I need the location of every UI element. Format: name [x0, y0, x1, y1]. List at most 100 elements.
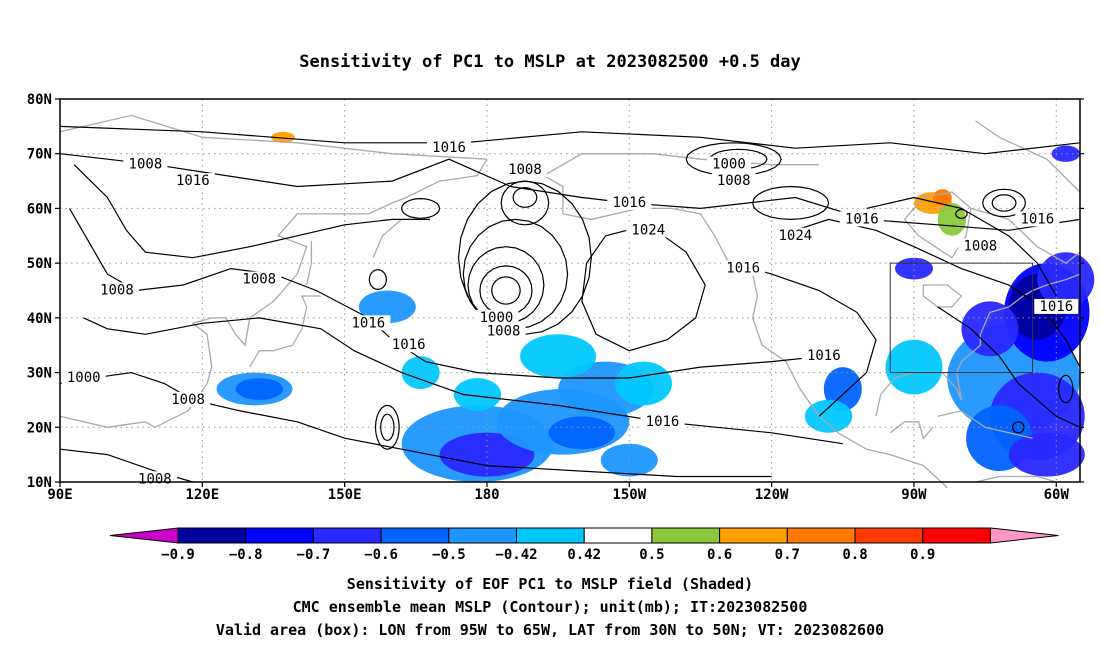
contour-label: 1016	[386, 337, 431, 353]
colorbar-swatch	[786, 527, 856, 544]
coastline	[306, 241, 313, 286]
svg-text:1016: 1016	[176, 173, 210, 189]
coastline	[543, 175, 948, 488]
sensitivity-patch	[932, 189, 952, 206]
coastline	[922, 284, 963, 308]
sensitivity-patch	[961, 301, 1019, 357]
validation-box	[889, 262, 1034, 374]
coastline	[889, 421, 934, 440]
colorbar-swatch	[448, 527, 517, 544]
contour-label: 1008	[481, 323, 526, 340]
isobar-closed	[991, 194, 1017, 212]
isobar	[866, 196, 1057, 297]
svg-text:1008: 1008	[487, 324, 521, 340]
isobar	[73, 164, 430, 259]
svg-text:1016: 1016	[807, 348, 841, 364]
isobar-closed	[982, 188, 1027, 218]
svg-text:1016: 1016	[845, 211, 879, 227]
colorbar-label: 0.6	[707, 547, 732, 563]
colorbar-swatch	[922, 527, 991, 544]
lon-label: 150W	[612, 487, 646, 503]
coastline	[249, 295, 321, 368]
grid-lines	[60, 99, 1080, 482]
contour-label: 1008	[94, 282, 139, 299]
caption-line-1: Sensitivity of EOF PC1 to MSLP field (Sh…	[347, 575, 753, 593]
isobar	[59, 153, 1081, 231]
isobar-closed	[462, 218, 569, 330]
coastline	[372, 218, 403, 258]
contour-label: 1008	[132, 471, 177, 487]
contour-label: 1016	[839, 211, 884, 227]
lat-label: 10N	[27, 475, 52, 491]
lat-axis: 80N 70N 60N 50N 40N 30N 20N 10N	[27, 92, 1084, 491]
svg-text:1008: 1008	[138, 471, 172, 487]
sensitivity-patch	[937, 203, 967, 236]
contour-label: 1024	[773, 227, 818, 244]
svg-text:1016: 1016	[726, 261, 760, 277]
isobar	[733, 262, 877, 417]
lat-label: 20N	[27, 420, 52, 436]
coastline	[875, 273, 1081, 417]
svg-text:1016: 1016	[1039, 299, 1073, 315]
lon-label: 60W	[1044, 487, 1070, 503]
svg-text:1024: 1024	[778, 228, 812, 244]
lat-label: 80N	[27, 92, 52, 108]
sensitivity-patch	[548, 416, 616, 450]
contour-label: 1016	[1034, 298, 1079, 315]
colorbar-swatch	[719, 527, 788, 544]
isobar	[581, 224, 706, 352]
colorbar-swatch	[245, 527, 314, 544]
contour-label: 1016	[427, 140, 472, 156]
sensitivity-patch	[1051, 145, 1081, 162]
isobar-closed	[457, 180, 592, 335]
colorbar-label: −0.6	[364, 547, 398, 563]
lat-label: 50N	[27, 256, 52, 272]
map-frame	[59, 98, 1081, 483]
svg-text:1008: 1008	[964, 239, 998, 255]
colorbar-label: −0.42	[495, 547, 537, 563]
lat-label: 30N	[27, 366, 52, 382]
sensitivity-patch	[804, 399, 853, 433]
svg-text:1016: 1016	[612, 195, 646, 211]
svg-text:1016: 1016	[1020, 211, 1054, 227]
colorbar-swatch	[854, 527, 924, 544]
isobar-closed	[512, 186, 538, 208]
isobar-closed	[955, 208, 968, 219]
colorbar-swatch	[583, 527, 653, 544]
contour-label: 1016	[607, 194, 652, 211]
svg-text:1008: 1008	[717, 173, 751, 189]
colorbar-swatch	[312, 527, 382, 544]
lon-label: 120W	[755, 487, 789, 503]
contour-label: 1016	[721, 260, 766, 277]
sensitivity-patch	[615, 361, 672, 406]
isobar-closed	[368, 269, 388, 291]
coastline	[975, 475, 1057, 483]
lat-label: 60N	[27, 201, 52, 217]
isobar	[937, 306, 1081, 428]
sensitivity-patch	[600, 443, 658, 477]
colorbar-label: −0.8	[229, 547, 263, 563]
isobar-closed	[500, 180, 550, 226]
lon-label: 180	[474, 487, 499, 503]
isobar-closed	[1058, 374, 1074, 404]
contour-label: 1008	[711, 173, 756, 189]
colorbar-swatch	[177, 527, 247, 544]
isobar-closed	[380, 413, 395, 442]
colorbar-swatch	[516, 527, 585, 544]
colorbar-label: 0.9	[910, 547, 935, 563]
isobar	[59, 125, 1081, 155]
sensitivity-patch	[271, 131, 295, 143]
colorbar-label: 0.5	[639, 547, 664, 563]
sensitivity-patch	[1008, 432, 1085, 477]
svg-text:1000: 1000	[712, 157, 746, 173]
colorbar-label: −0.9	[161, 547, 195, 563]
sensitivity-patch	[885, 339, 943, 395]
colorbar-extend-max	[989, 527, 1059, 544]
coastline	[975, 120, 1081, 193]
contour-label: 1008	[237, 271, 282, 288]
contour-label: 1024	[626, 222, 671, 238]
svg-text:1008: 1008	[508, 162, 542, 178]
caption-line-3: Valid area (box): LON from 95W to 65W, L…	[216, 621, 884, 639]
